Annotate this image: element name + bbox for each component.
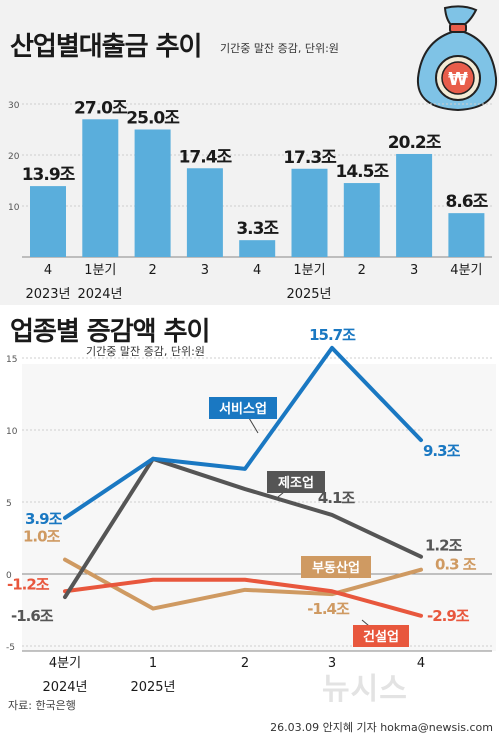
line-value-label: 1.2조: [425, 537, 463, 555]
bar-x-tick-label: 3: [410, 263, 418, 278]
bar-value-label: 13.9조: [22, 165, 76, 185]
line-year-label: 2025년: [130, 680, 175, 695]
bar-y-tick-label: 30: [8, 101, 20, 111]
line-x-tick-label: 1: [149, 656, 157, 671]
watermark: 뉴시스: [322, 672, 408, 707]
bar-x-tick-label: 4분기: [450, 263, 482, 278]
bar-y-tick-label: 10: [8, 203, 20, 213]
line-y-tick-label: 0: [6, 571, 12, 581]
bar-value-label: 17.4조: [179, 147, 233, 167]
bar-x-tick-label: 3: [201, 263, 209, 278]
line-value-label: 4.1조: [318, 489, 356, 507]
bar-year-label: 2023년: [25, 287, 70, 302]
series-tag-box: [353, 625, 409, 647]
bar-value-label: 8.6조: [446, 192, 489, 212]
bar: [396, 153, 433, 257]
bar-x-tick-label: 1분기: [84, 263, 116, 278]
line-x-tick-label: 4: [417, 656, 425, 671]
line-value-label: -1.2조: [7, 575, 50, 593]
svg-text:₩: ₩: [448, 69, 468, 90]
bar-value-label: 25.0조: [126, 109, 180, 129]
source-note: 자료: 한국은행: [8, 699, 76, 712]
line-y-tick-label: 15: [6, 355, 17, 365]
bar-x-tick-label: 4: [253, 263, 261, 278]
line-series-제조업: [63, 456, 423, 600]
bar-value-label: 20.2조: [388, 133, 442, 153]
bar-x-tick-label: 2: [148, 263, 156, 278]
line-value-label: -1.4조: [307, 600, 350, 618]
bar: [239, 240, 276, 257]
credit-line: 26.03.09 안지혜 기자 hokma@newsis.com: [270, 721, 493, 734]
bar-x-tick-label: 2: [358, 263, 366, 278]
line-value-label: 3.9조: [25, 510, 63, 528]
bar-value-label: 3.3조: [236, 219, 279, 239]
line-x-tick-label: 4분기: [49, 656, 81, 671]
line-value-label: -2.9조: [427, 607, 470, 625]
bar-x-tick-label: 1분기: [293, 263, 325, 278]
bar-year-label: 2024년: [77, 287, 122, 302]
series-tag-label: 제조업: [278, 476, 314, 491]
bar-y-tick-label: 20: [8, 152, 20, 162]
bar: [134, 129, 171, 257]
bar: [291, 168, 328, 257]
bar-year-label: 2025년: [286, 287, 331, 302]
line-series-서비스업: [63, 345, 423, 520]
bar: [82, 119, 119, 257]
line-value-label: 0.3 조: [435, 556, 477, 574]
line-value-label: 1.0조: [23, 528, 61, 546]
top-chart-title: 산업별대출금 추이: [10, 32, 202, 62]
line-year-label: 2024년: [42, 680, 87, 695]
bar: [30, 186, 66, 257]
bar-value-label: 27.0조: [74, 98, 128, 118]
series-tag-box: [301, 556, 371, 578]
bar: [186, 168, 223, 257]
line-y-tick-label: 10: [6, 427, 18, 437]
series-tag-label: 서비스업: [219, 402, 267, 417]
line-value-label: 9.3조: [423, 442, 461, 460]
line-series-부동산업: [63, 557, 423, 611]
line-x-tick-label: 3: [328, 656, 336, 671]
series-tag-box: [267, 471, 325, 493]
money-bag-won-icon: ₩: [416, 5, 498, 112]
bar-x-tick-label: 4: [44, 263, 52, 278]
bar: [448, 213, 485, 257]
series-tag-label: 건설업: [363, 629, 399, 645]
bar: [343, 183, 380, 257]
line-value-label: -1.6조: [11, 607, 54, 625]
bottom-chart-subtitle: 기간중 말잔 증감, 단위:원: [86, 345, 205, 358]
line-x-tick-label: 2: [241, 656, 249, 671]
bar-value-label: 14.5조: [336, 162, 390, 182]
line-y-tick-label: -5: [6, 643, 15, 653]
line-y-tick-label: 5: [6, 499, 12, 509]
top-chart-subtitle: 기간중 말잔 증감, 단위:원: [220, 42, 339, 55]
series-tag-label: 부동산업: [312, 560, 360, 576]
bottom-chart-title: 업종별 증감액 추이: [10, 317, 210, 347]
line-series-건설업: [63, 577, 423, 618]
series-tag-box: [209, 397, 277, 419]
line-value-label: 15.7조: [309, 326, 356, 344]
bar-value-label: 17.3조: [283, 148, 337, 168]
